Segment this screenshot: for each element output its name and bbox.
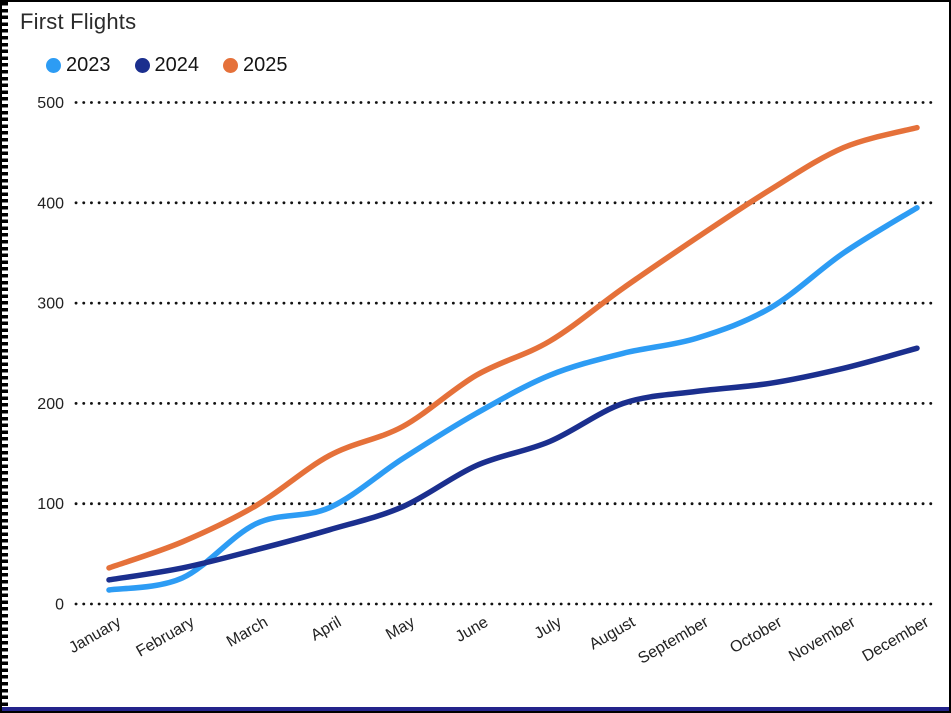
- y-axis-tick-label: 0: [55, 597, 64, 614]
- x-axis-month-label: January: [66, 614, 124, 657]
- x-axis-month-label: December: [860, 613, 933, 665]
- y-axis-tick-label: 400: [37, 195, 64, 212]
- x-axis-month-label: August: [587, 613, 639, 653]
- bottom-bar: [2, 707, 949, 713]
- legend-item-2023[interactable]: 2023: [46, 54, 111, 77]
- legend-marker-circle-icon: [223, 58, 238, 73]
- x-axis-month-label: November: [786, 613, 859, 665]
- x-axis-month-label: April: [308, 614, 344, 645]
- series-line-2025[interactable]: [106, 124, 920, 571]
- legend-marker-circle-icon: [134, 58, 150, 73]
- x-axis-month-label: March: [224, 614, 271, 651]
- x-axis-month-label: September: [635, 613, 712, 667]
- x-axis-month-label: July: [532, 614, 565, 643]
- x-axis-month-label: October: [727, 613, 785, 657]
- series-line-2024[interactable]: [106, 345, 920, 583]
- series-line-2023[interactable]: [106, 205, 920, 593]
- legend-label: 2023: [66, 54, 111, 76]
- legend-label: 2024: [154, 54, 200, 76]
- legend-marker-circle-icon: [46, 58, 61, 73]
- y-axis-tick-label: 300: [37, 296, 64, 313]
- y-axis-tick-label: 100: [37, 496, 64, 513]
- chart-title: First Flights: [20, 9, 137, 34]
- legend-item-2025[interactable]: 2025: [223, 54, 288, 77]
- chart-legend: 2023 2024 2025: [46, 54, 288, 77]
- y-axis-tick-label: 500: [37, 95, 64, 112]
- left-edge-perforation-decoration: [2, 2, 9, 713]
- x-axis-month-label: May: [383, 614, 418, 644]
- legend-item-2024[interactable]: 2024: [134, 54, 200, 77]
- y-axis-tick-label: 200: [37, 396, 64, 413]
- x-axis-month-label: June: [453, 614, 492, 646]
- legend-label: 2025: [243, 54, 288, 76]
- x-axis-month-label: February: [134, 614, 198, 661]
